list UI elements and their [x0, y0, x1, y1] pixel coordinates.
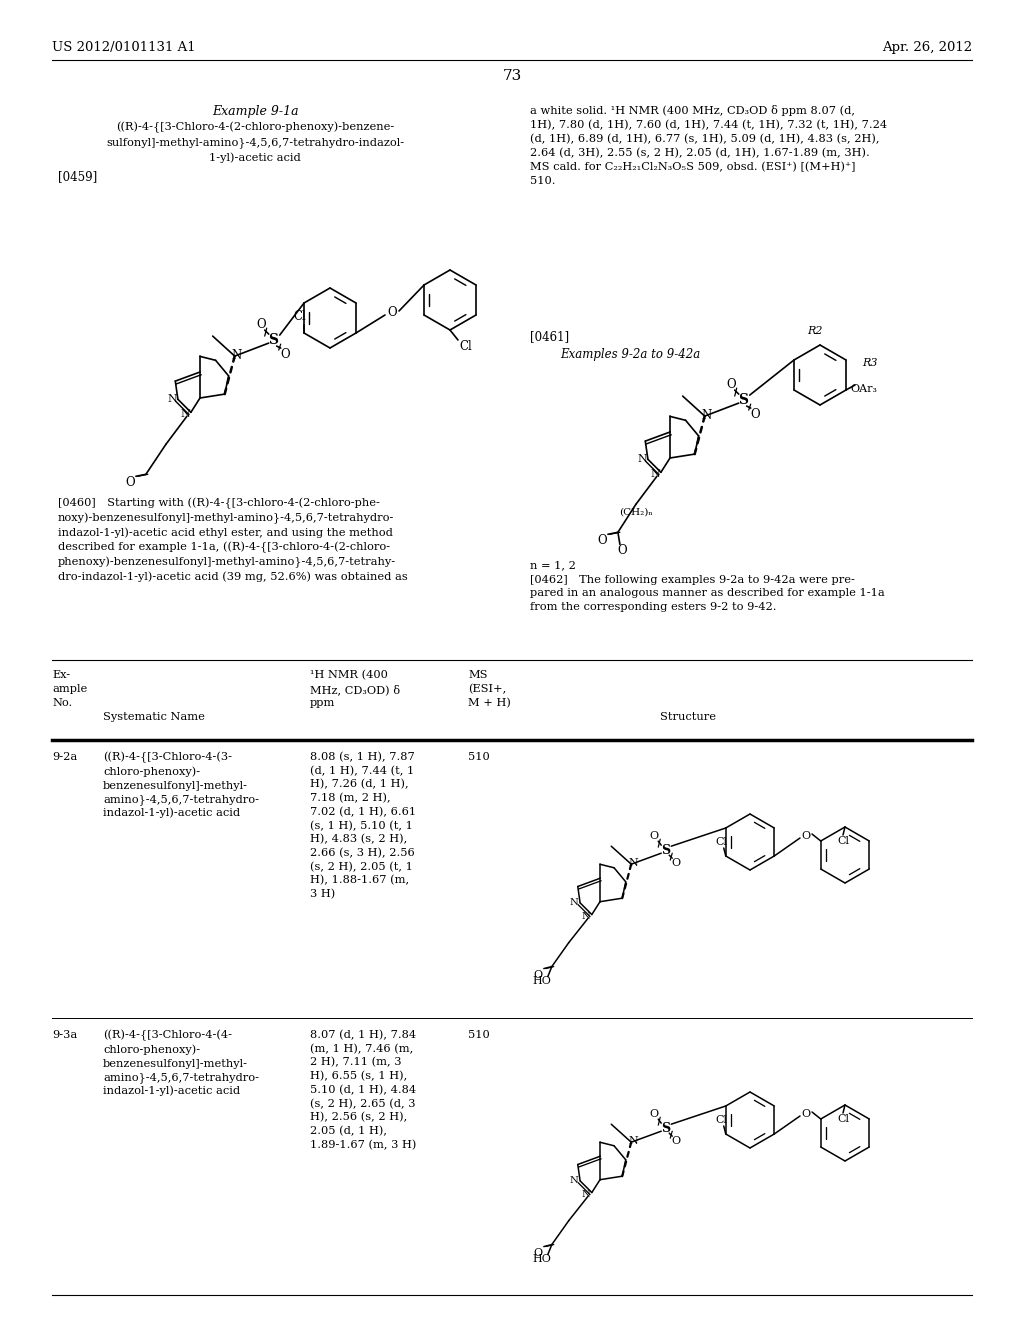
Text: Cl: Cl: [460, 339, 472, 352]
Text: a white solid. ¹H NMR (400 MHz, CD₃OD δ ppm 8.07 (d,
1H), 7.80 (d, 1H), 7.60 (d,: a white solid. ¹H NMR (400 MHz, CD₃OD δ …: [530, 106, 887, 186]
Text: O: O: [534, 970, 543, 979]
Text: S: S: [267, 333, 278, 347]
Text: S: S: [737, 393, 748, 407]
Text: US 2012/0101131 A1: US 2012/0101131 A1: [52, 41, 196, 54]
Text: Cl: Cl: [294, 310, 306, 323]
Text: S: S: [660, 1122, 670, 1135]
Text: 8.08 (s, 1 H), 7.87
(d, 1 H), 7.44 (t, 1
H), 7.26 (d, 1 H),
7.18 (m, 2 H),
7.02 : 8.08 (s, 1 H), 7.87 (d, 1 H), 7.44 (t, 1…: [310, 752, 416, 899]
Text: Ex-: Ex-: [52, 671, 70, 680]
Text: Apr. 26, 2012: Apr. 26, 2012: [882, 41, 972, 54]
Text: M + H): M + H): [468, 698, 511, 709]
Text: O: O: [649, 1109, 658, 1119]
Text: O: O: [802, 1109, 811, 1119]
Text: Structure: Structure: [660, 711, 716, 722]
Text: HO: HO: [532, 975, 551, 986]
Text: R3: R3: [862, 358, 878, 368]
Text: N: N: [180, 409, 189, 420]
Text: (CH₂)ₙ: (CH₂)ₙ: [620, 508, 652, 517]
Text: ((R)-4-{[3-Chloro-4-(3-
chloro-phenoxy)-
benzenesulfonyl]-methyl-
amino}-4,5,6,7: ((R)-4-{[3-Chloro-4-(3- chloro-phenoxy)-…: [103, 752, 259, 818]
Text: N: N: [629, 1137, 638, 1146]
Text: OAr₃: OAr₃: [851, 384, 878, 393]
Text: O: O: [672, 1137, 681, 1146]
Text: S: S: [660, 843, 670, 857]
Text: ((R)-4-{[3-Chloro-4-(4-
chloro-phenoxy)-
benzenesulfonyl]-methyl-
amino}-4,5,6,7: ((R)-4-{[3-Chloro-4-(4- chloro-phenoxy)-…: [103, 1030, 259, 1097]
Text: [0459]: [0459]: [58, 170, 97, 183]
Text: R2: R2: [807, 326, 822, 337]
Text: O: O: [534, 1247, 543, 1258]
Text: Example 9-1a: Example 9-1a: [212, 106, 298, 117]
Text: ppm: ppm: [310, 698, 336, 708]
Text: O: O: [617, 544, 627, 557]
Text: Systematic Name: Systematic Name: [103, 711, 205, 722]
Text: [0462] The following examples 9-2a to 9-42a were pre-
pared in an analogous mann: [0462] The following examples 9-2a to 9-…: [530, 576, 885, 611]
Text: N: N: [582, 912, 590, 921]
Text: O: O: [387, 306, 397, 319]
Text: 73: 73: [503, 69, 521, 83]
Text: N: N: [637, 454, 647, 465]
Text: No.: No.: [52, 698, 73, 708]
Text: O: O: [672, 858, 681, 869]
Text: N: N: [231, 348, 242, 362]
Text: [0460] Starting with ((R)-4-{[3-chloro-4-(2-chloro-phe-
noxy)-benzenesulfonyl]-m: [0460] Starting with ((R)-4-{[3-chloro-4…: [58, 498, 408, 582]
Text: O: O: [649, 832, 658, 841]
Text: N: N: [167, 395, 177, 404]
Text: n = 1, 2: n = 1, 2: [530, 560, 575, 570]
Text: N: N: [650, 470, 659, 479]
Text: 1-yl)-acetic acid: 1-yl)-acetic acid: [209, 152, 301, 162]
Text: MS: MS: [468, 671, 487, 680]
Text: [0461]: [0461]: [530, 330, 569, 343]
Text: O: O: [256, 318, 265, 330]
Text: Cl: Cl: [837, 1114, 849, 1125]
Text: MHz, CD₃OD) δ: MHz, CD₃OD) δ: [310, 684, 400, 694]
Text: N: N: [569, 1176, 579, 1185]
Text: O: O: [280, 347, 290, 360]
Text: 8.07 (d, 1 H), 7.84
(m, 1 H), 7.46 (m,
2 H), 7.11 (m, 3
H), 6.55 (s, 1 H),
5.10 : 8.07 (d, 1 H), 7.84 (m, 1 H), 7.46 (m, 2…: [310, 1030, 417, 1150]
Text: ¹H NMR (400: ¹H NMR (400: [310, 671, 388, 680]
Text: 510: 510: [468, 1030, 489, 1040]
Text: N: N: [701, 409, 712, 421]
Text: N: N: [582, 1191, 590, 1199]
Text: (ESI+,: (ESI+,: [468, 684, 506, 694]
Text: O: O: [597, 533, 606, 546]
Text: sulfonyl]-methyl-amino}-4,5,6,7-tetrahydro-indazol-: sulfonyl]-methyl-amino}-4,5,6,7-tetrahyd…: [105, 137, 404, 148]
Text: Cl: Cl: [716, 1115, 728, 1125]
Text: 9-3a: 9-3a: [52, 1030, 77, 1040]
Text: ((R)-4-{[3-Chloro-4-(2-chloro-phenoxy)-benzene-: ((R)-4-{[3-Chloro-4-(2-chloro-phenoxy)-b…: [116, 121, 394, 133]
Text: N: N: [569, 899, 579, 907]
Text: O: O: [125, 475, 135, 488]
Text: O: O: [750, 408, 760, 421]
Text: O: O: [802, 832, 811, 841]
Text: N: N: [629, 858, 638, 869]
Text: O: O: [726, 378, 735, 391]
Text: Cl: Cl: [837, 836, 849, 846]
Text: Cl: Cl: [716, 837, 728, 847]
Text: Examples 9-2a to 9-42a: Examples 9-2a to 9-42a: [560, 348, 700, 360]
Text: 510: 510: [468, 752, 489, 762]
Text: ample: ample: [52, 684, 87, 694]
Text: 9-2a: 9-2a: [52, 752, 77, 762]
Text: HO: HO: [532, 1254, 551, 1263]
